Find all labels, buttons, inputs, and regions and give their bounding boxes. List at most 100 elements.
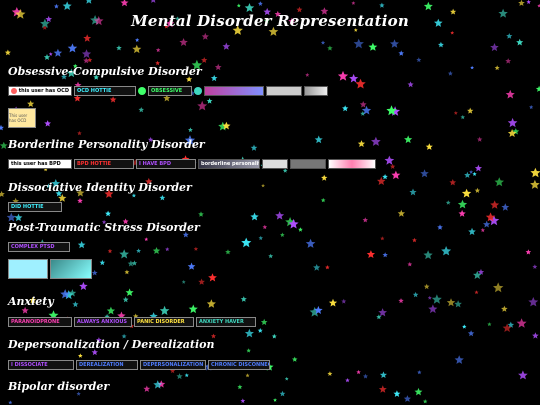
star-icon	[184, 373, 189, 378]
star-icon	[0, 141, 8, 149]
star-icon	[188, 304, 198, 314]
star-icon	[257, 1, 263, 6]
star-icon	[15, 8, 26, 19]
star-icon	[507, 117, 518, 128]
star-icon	[282, 168, 288, 173]
stamp-row-ptsd-2	[8, 259, 92, 279]
star-icon	[298, 227, 303, 232]
star-icon	[379, 371, 387, 378]
star-icon	[138, 107, 144, 113]
star-icon	[386, 105, 397, 116]
star-icon	[445, 200, 451, 205]
star-icon	[378, 385, 387, 393]
stamp-label: CHRONIC DISCONNECT	[211, 362, 270, 368]
star-icon	[206, 98, 213, 104]
star-icon	[428, 304, 438, 314]
stamp-label: this user has BPD	[11, 161, 61, 167]
stamp-bpd-user: this user has BPD	[8, 159, 72, 169]
stamp-anxiety-panic: PANIC DISORDER	[134, 317, 194, 327]
star-icon	[211, 333, 216, 339]
star-icon	[530, 167, 540, 178]
heading-did: Dissociative Identity Disorder	[8, 181, 192, 194]
star-icon	[474, 187, 481, 193]
star-icon	[144, 237, 149, 241]
star-icon	[66, 68, 76, 78]
star-icon	[148, 136, 154, 142]
star-icon	[490, 43, 499, 52]
star-icon	[48, 310, 59, 320]
heading-ptsd: Post-Traumatic Stress Disorder	[8, 221, 200, 234]
stamp-bpd-gray	[262, 159, 288, 169]
star-icon	[44, 120, 51, 127]
star-icon	[43, 54, 51, 60]
star-icon	[280, 232, 285, 237]
star-icon	[250, 144, 258, 151]
star-icon	[483, 220, 491, 228]
stamp-dpdr-depersonalization: DEPERSONALIZATION	[140, 360, 206, 370]
star-icon	[132, 44, 142, 54]
stamp-ptsd-cyan	[8, 259, 48, 279]
star-icon	[532, 332, 539, 339]
stamp-ocd-gradient	[204, 86, 264, 96]
star-icon	[77, 240, 86, 249]
star-icon	[83, 34, 92, 42]
star-icon	[518, 0, 525, 6]
stamp-anxiety-haver: ANXIETY HAVER	[196, 317, 256, 327]
star-icon	[45, 15, 52, 23]
heading-bpd: Borderline Personality Disorder	[8, 138, 205, 151]
star-icon	[165, 19, 175, 28]
star-icon	[131, 193, 136, 198]
stamp-row-dpdr: I DISSOCIATE DEREALIZATION DEPERSONALIZA…	[8, 360, 270, 370]
star-icon	[325, 265, 330, 270]
star-icon	[152, 247, 161, 254]
star-icon	[404, 135, 413, 144]
star-icon	[87, 57, 93, 63]
star-icon	[320, 40, 326, 45]
star-icon	[449, 179, 457, 186]
star-icon	[214, 63, 222, 71]
star-icon	[14, 213, 23, 222]
star-icon	[349, 73, 359, 83]
star-icon	[427, 295, 432, 300]
stamp-bpd-hottie: BPD HOTTIE	[74, 159, 134, 169]
star-icon	[262, 224, 268, 230]
star-icon	[240, 296, 247, 302]
stamp-ocd-metal	[304, 86, 328, 96]
star-icon	[155, 47, 161, 52]
star-icon	[268, 26, 279, 36]
star-icon	[245, 373, 250, 378]
star-icon	[314, 135, 323, 144]
heading-ocd: Obsessive-Compulsive Disorder	[8, 65, 202, 78]
star-icon	[412, 291, 419, 298]
star-icon	[237, 384, 243, 390]
stamp-label: I HAVE BPD	[139, 161, 171, 167]
star-icon	[535, 85, 540, 92]
star-icon	[120, 0, 129, 7]
star-icon	[398, 298, 404, 304]
star-icon	[494, 177, 504, 187]
star-icon	[420, 169, 429, 178]
stamp-bpd-borderline: borderline personality disorder	[198, 159, 260, 169]
star-icon	[328, 298, 338, 307]
star-icon	[43, 167, 48, 172]
star-icon	[274, 10, 281, 17]
star-icon	[136, 248, 141, 253]
star-icon	[182, 231, 189, 238]
star-icon	[355, 78, 366, 89]
star-icon	[477, 136, 483, 142]
star-icon	[46, 183, 51, 189]
star-icon	[77, 198, 83, 204]
star-icon	[414, 387, 423, 396]
star-icon	[122, 218, 129, 225]
star-icon	[188, 127, 193, 132]
star-icon	[191, 59, 203, 70]
star-icon	[368, 42, 378, 51]
star-icon	[366, 250, 375, 258]
star-icon	[516, 38, 524, 46]
star-icon	[434, 18, 443, 27]
stamp-row-ocd: this user has OCD OCD HOTTIE OBSESSIVE	[8, 86, 328, 96]
star-icon	[91, 349, 98, 356]
star-icon	[135, 37, 140, 42]
star-icon	[473, 270, 482, 279]
